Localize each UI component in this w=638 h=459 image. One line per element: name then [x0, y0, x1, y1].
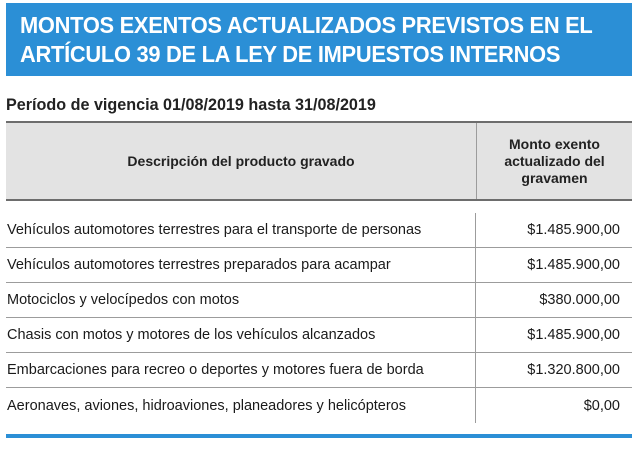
row-amount: $1.485.900,00: [527, 257, 620, 273]
row-description: Motociclos y velocípedos con motos: [6, 283, 476, 317]
banner-title-line-1: MONTOS EXENTOS ACTUALIZADOS PREVISTOS EN…: [20, 12, 593, 38]
header-description: Descripción del producto gravado: [6, 123, 477, 199]
header-amount: Monto exento actualizado del gravamen: [477, 123, 632, 199]
row-description: Embarcaciones para recreo o deportes y m…: [6, 353, 476, 387]
table-row: Chasis con motos y motores de los vehícu…: [6, 318, 632, 353]
row-amount: $1.485.900,00: [527, 327, 620, 343]
row-description: Vehículos automotores terrestres para el…: [6, 213, 476, 247]
row-amount: $0,00: [583, 397, 620, 414]
header-amount-line-3: gravamen: [521, 169, 588, 186]
table-row: Vehículos automotores terrestres para el…: [6, 213, 632, 248]
table-row: Aeronaves, aviones, hidroaviones, planea…: [6, 388, 632, 423]
exempt-amounts-table: Descripción del producto gravado Monto e…: [6, 121, 632, 423]
row-amount: $1.320.800,00: [527, 362, 620, 378]
header-amount-line-1: Monto exento: [508, 135, 600, 152]
table-row: Vehículos automotores terrestres prepara…: [6, 248, 632, 283]
header-amount-line-2: actualizado del: [504, 152, 605, 169]
row-description: Chasis con motos y motores de los vehícu…: [6, 318, 476, 352]
table-row: Embarcaciones para recreo o deportes y m…: [6, 353, 632, 388]
row-amount: $380.000,00: [539, 292, 620, 308]
row-amount: $1.485.900,00: [527, 222, 620, 238]
banner-title-line-2: ARTÍCULO 39 DE LA LEY DE IMPUESTOS INTER…: [20, 41, 561, 67]
row-description: Aeronaves, aviones, hidroaviones, planea…: [6, 388, 476, 423]
header-spacer: [6, 201, 632, 213]
row-description: Vehículos automotores terrestres prepara…: [6, 248, 476, 282]
validity-period: Período de vigencia 01/08/2019 hasta 31/…: [6, 95, 376, 114]
table-header: Descripción del producto gravado Monto e…: [6, 121, 632, 201]
title-banner: MONTOS EXENTOS ACTUALIZADOS PREVISTOS EN…: [6, 3, 632, 76]
table-row: Motociclos y velocípedos con motos $380.…: [6, 283, 632, 318]
bottom-accent-rule: [6, 434, 632, 438]
